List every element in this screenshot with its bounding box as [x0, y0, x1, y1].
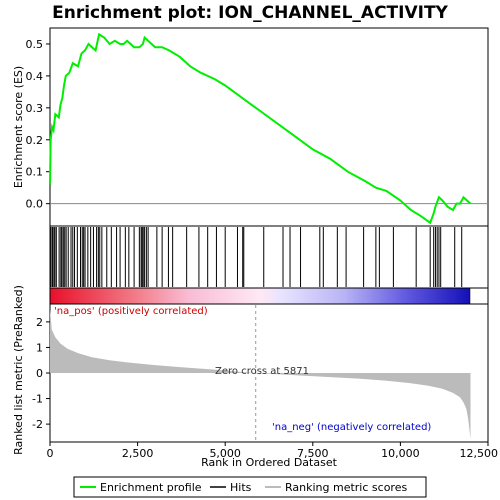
ranking-metric-area — [50, 309, 471, 440]
xtick-label: 10,000 — [381, 447, 420, 460]
hits-group — [50, 227, 463, 287]
neg-correlated-label: 'na_neg' (negatively correlated) — [272, 422, 431, 433]
hits-panel-frame — [49, 225, 489, 289]
xtick-label: 7,500 — [297, 447, 329, 460]
es-panel-frame — [49, 27, 489, 227]
es-ytick-label: 0.4 — [26, 70, 44, 83]
rank-ytick-label: 0 — [36, 367, 43, 380]
legend-ranking-label: Ranking metric scores — [285, 481, 407, 494]
rank-yticks: -2 -1 0 1 2 — [32, 316, 50, 431]
legend-box — [73, 476, 427, 498]
es-ytick-label: 0.1 — [26, 166, 44, 179]
es-ylabel: Enrichment score (ES) — [12, 66, 25, 188]
es-ytick-label: 0.2 — [26, 134, 44, 147]
es-ytick-label: 0.3 — [26, 102, 44, 115]
ranking-colorbar — [49, 287, 471, 305]
rank-ylabel: Ranked list metric (PreRanked) — [12, 285, 25, 455]
rank-ytick-label: -1 — [32, 393, 43, 406]
es-yticks: 0.0 0.1 0.2 0.3 0.4 0.5 — [26, 38, 50, 211]
xtick-label: 5,000 — [209, 447, 241, 460]
es-ytick-label: 0.5 — [26, 38, 44, 51]
zero-cross-label: Zero cross at 5871 — [215, 366, 309, 377]
es-ytick-label: 0.0 — [26, 198, 44, 211]
x-axis-label: Rank in Ordered Dataset — [201, 456, 338, 469]
rank-ytick-label: -2 — [32, 418, 43, 431]
legend-hits-label: Hits — [230, 481, 252, 494]
xtick-label: 0 — [47, 447, 54, 460]
enrichment-profile-line — [49, 32, 472, 225]
x-axis-ticks: 0 2,500 5,000 7,500 10,000 12,500 — [47, 442, 499, 460]
rank-ytick-label: 1 — [36, 341, 43, 354]
legend-enrichment-label: Enrichment profile — [100, 481, 202, 494]
xtick-label: 2,500 — [122, 447, 154, 460]
chart-title: Enrichment plot: ION_CHANNEL_ACTIVITY — [52, 3, 448, 23]
xtick-label: 12,500 — [460, 447, 499, 460]
pos-correlated-label: 'na_pos' (positively correlated) — [54, 306, 208, 317]
rank-ytick-label: 2 — [36, 316, 43, 329]
